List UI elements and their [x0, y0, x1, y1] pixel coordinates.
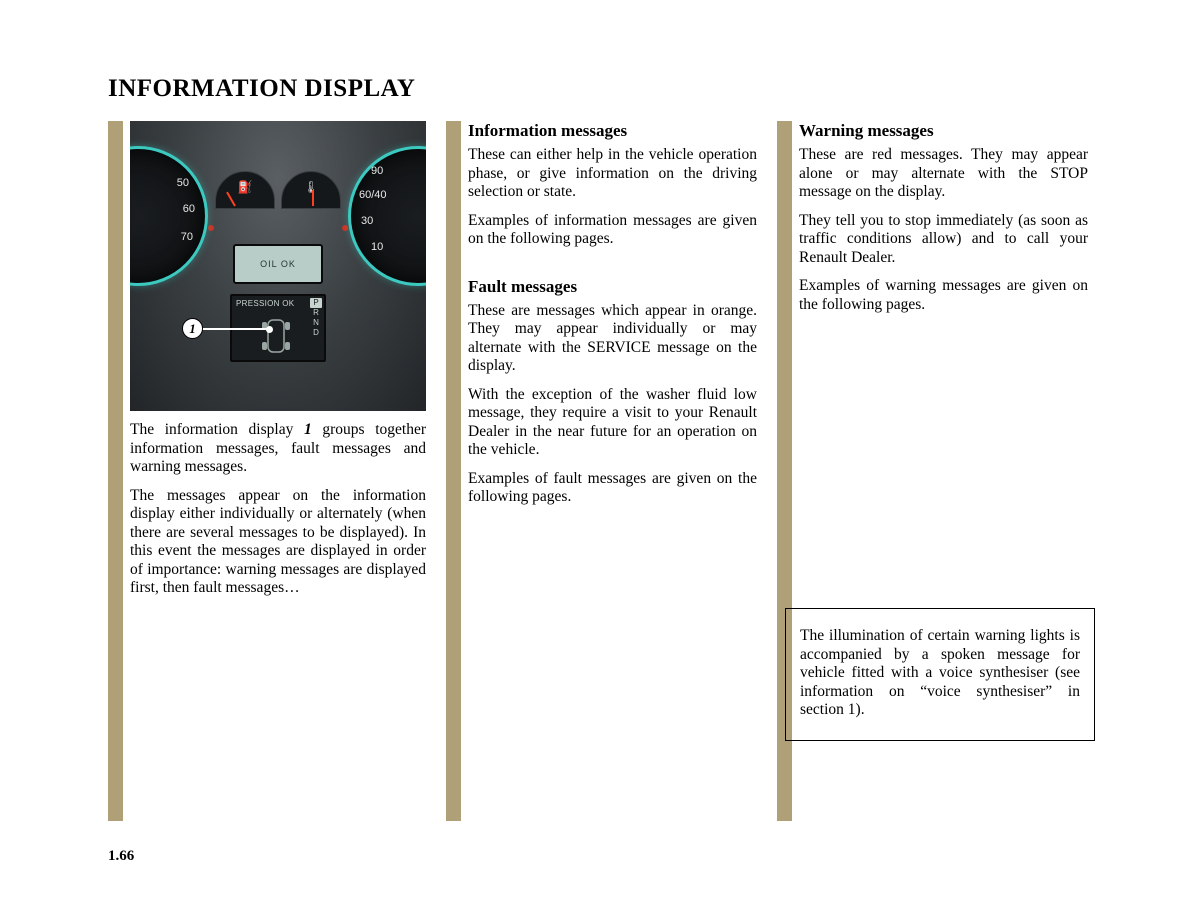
fault-body: These are messages which appear in orang…	[468, 302, 757, 507]
dashboard-crop: ⛽ 🌡 50 60	[130, 121, 426, 411]
page-title: INFORMATION DISPLAY	[108, 75, 1088, 103]
fault-heading: Fault messages	[468, 277, 757, 297]
speedo-tick: 70	[181, 231, 193, 243]
column-accent-bar	[108, 121, 123, 821]
gear-r: R	[310, 308, 322, 318]
section-information-messages: Information messages These can either he…	[468, 121, 757, 249]
warn-heading: Warning messages	[799, 121, 1088, 141]
warning-light-left	[208, 225, 214, 231]
col1-text: The information display 1 groups togethe…	[130, 421, 426, 598]
temp-needle	[312, 190, 314, 206]
callout-marker: 1	[182, 318, 203, 339]
info-display-upper: OIL OK	[233, 244, 323, 284]
callout-line	[198, 328, 270, 330]
dashboard-illustration: ⛽ 🌡 50 60	[130, 121, 426, 411]
warning-light-right	[342, 225, 348, 231]
column-3: Warning messages These are red messages.…	[777, 121, 1088, 608]
fault-p1: These are messages which appear in orang…	[468, 302, 757, 376]
temp-icon: 🌡	[303, 180, 318, 195]
col1-p1-ref: 1	[304, 421, 312, 438]
info-p2: Examples of information messages are giv…	[468, 212, 757, 249]
section-fault-messages: Fault messages These are messages which …	[468, 277, 757, 507]
gear-indicator: P R N D	[310, 298, 322, 338]
col1-p1-a: The information display	[130, 421, 304, 438]
page-number: 1.66	[108, 848, 134, 865]
gear-d: D	[310, 328, 322, 338]
warn-p3: Examples of warning messages are given o…	[799, 277, 1088, 314]
note-text: The illumination of certain warning ligh…	[800, 627, 1080, 720]
col1-para-1: The information display 1 groups togethe…	[130, 421, 426, 477]
note-box: The illumination of certain warning ligh…	[785, 608, 1095, 741]
speedo-tick: 60	[183, 203, 195, 215]
speedo-tick: 50	[177, 177, 189, 189]
column-1-content: ⛽ 🌡 50 60	[108, 121, 426, 598]
section-warning-messages: Warning messages These are red messages.…	[799, 121, 1088, 314]
info-p1: These can either help in the vehicle ope…	[468, 146, 757, 202]
fuel-icon: ⛽	[238, 180, 253, 195]
tacho-tick: 90	[371, 165, 383, 177]
gear-n: N	[310, 318, 322, 328]
info-body: These can either help in the vehicle ope…	[468, 146, 757, 249]
column-2: Information messages These can either he…	[446, 121, 757, 608]
page: INFORMATION DISPLAY ⛽	[108, 75, 1088, 608]
fault-p3: Examples of fault messages are given on …	[468, 470, 757, 507]
columns-wrap: ⛽ 🌡 50 60	[108, 121, 1088, 608]
gear-p: P	[310, 298, 322, 308]
warn-p2: They tell you to stop immediately (as so…	[799, 212, 1088, 268]
tacho-tick: 10	[371, 241, 383, 253]
column-accent-bar	[446, 121, 461, 821]
warn-p1: These are red messages. They may appear …	[799, 146, 1088, 202]
pressure-text: PRESSION OK	[236, 299, 294, 308]
fault-p2: With the exception of the washer fluid l…	[468, 386, 757, 460]
tyre-pressure-icon	[256, 314, 296, 358]
tacho-tick: 60/40	[359, 189, 387, 201]
fuel-needle	[226, 192, 236, 207]
column-2-content: Information messages These can either he…	[446, 121, 757, 507]
info-heading: Information messages	[468, 121, 757, 141]
tacho-tick: 30	[361, 215, 373, 227]
dashboard-inner: ⛽ 🌡 50 60	[130, 121, 426, 411]
callout-dot	[266, 326, 273, 333]
col1-para-2: The messages appear on the information d…	[130, 487, 426, 598]
warn-body: These are red messages. They may appear …	[799, 146, 1088, 314]
column-3-content: Warning messages These are red messages.…	[777, 121, 1088, 314]
column-1: ⛽ 🌡 50 60	[108, 121, 426, 608]
